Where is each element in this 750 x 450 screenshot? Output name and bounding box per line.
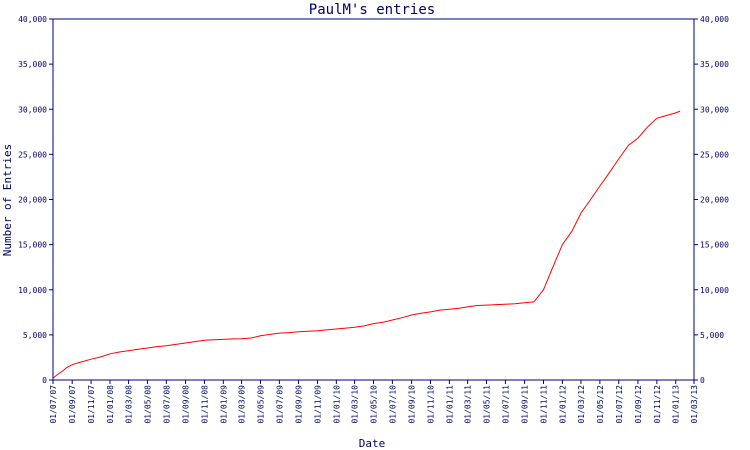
x-tick-label: 01/07/11 bbox=[501, 385, 510, 424]
y-tick-label-right: 30,000 bbox=[700, 105, 729, 114]
plot-area bbox=[52, 18, 695, 381]
x-tick-label: 01/09/08 bbox=[182, 385, 191, 424]
y-tick-label-left: 35,000 bbox=[18, 60, 47, 69]
y-tick-label-right: 20,000 bbox=[700, 196, 729, 205]
y-axis-label: Number of Entries bbox=[1, 144, 14, 257]
x-tick-label: 01/11/09 bbox=[313, 385, 322, 424]
y-tick-label-left: 5,000 bbox=[23, 331, 47, 340]
y-tick-label-left: 10,000 bbox=[18, 286, 47, 295]
x-tick-label: 01/05/10 bbox=[370, 385, 379, 424]
x-tick-label: 01/07/08 bbox=[162, 385, 171, 424]
y-tick-label-right: 5,000 bbox=[700, 331, 724, 340]
x-tick-label: 01/03/11 bbox=[464, 385, 473, 424]
x-tick-label: 01/01/10 bbox=[332, 385, 341, 424]
y-tick-label-right: 10,000 bbox=[700, 286, 729, 295]
y-tick-label-right: 25,000 bbox=[700, 150, 729, 159]
x-tick-label: 01/01/13 bbox=[672, 385, 681, 424]
y-tick-label-right: 15,000 bbox=[700, 241, 729, 250]
x-tick-label: 01/01/12 bbox=[558, 385, 567, 424]
x-tick-label: 01/09/09 bbox=[295, 385, 304, 424]
x-tick-label: 01/07/07 bbox=[49, 385, 58, 424]
x-tick-label: 01/05/08 bbox=[143, 385, 152, 424]
x-tick-label: 01/03/12 bbox=[577, 385, 586, 424]
series-line bbox=[52, 110, 681, 379]
y-tick-label-right: 40,000 bbox=[700, 15, 729, 24]
x-tick-label: 01/09/11 bbox=[521, 385, 530, 424]
y-ticks-left: 0 5,000 10,000 15,000 20,000 25,000 30,000 35,0… bbox=[18, 15, 53, 385]
x-tick-label: 01/01/08 bbox=[106, 385, 115, 424]
y-tick-label-left: 40,000 bbox=[18, 15, 47, 24]
y-tick-label-left: 25,000 bbox=[18, 150, 47, 159]
x-tick-label: 01/05/09 bbox=[256, 385, 265, 424]
x-tick-label: 01/03/10 bbox=[351, 385, 360, 424]
x-tick-label: 01/09/12 bbox=[634, 385, 643, 424]
x-tick-label: 01/01/11 bbox=[445, 385, 454, 424]
x-tick-label: 01/11/12 bbox=[653, 385, 662, 424]
x-tick-label: 01/11/10 bbox=[426, 385, 435, 424]
x-tick-label: 01/09/10 bbox=[408, 385, 417, 424]
y-tick-label-left: 20,000 bbox=[18, 196, 47, 205]
x-ticks: 01/07/07 01/09/07 01/11/07 01/01/08 01/03/08… bbox=[49, 380, 699, 424]
x-tick-label: 01/07/09 bbox=[275, 385, 284, 424]
series-line-group bbox=[52, 110, 681, 379]
x-tick-label: 01/07/12 bbox=[615, 385, 624, 424]
y-tick-label-left: 30,000 bbox=[18, 105, 47, 114]
x-tick-label: 01/03/09 bbox=[238, 385, 247, 424]
x-axis-label: Date bbox=[359, 437, 386, 450]
x-tick-label: 01/03/13 bbox=[690, 385, 699, 424]
x-tick-label: 01/11/07 bbox=[87, 385, 96, 424]
y-ticks-right: 0 5,000 10,000 15,000 20,000 25,000 30,000 35,0… bbox=[694, 15, 729, 385]
x-tick-label: 01/05/12 bbox=[596, 385, 605, 424]
x-tick-label: 01/09/07 bbox=[68, 385, 77, 424]
x-tick-label: 01/05/11 bbox=[483, 385, 492, 424]
x-tick-label: 01/11/08 bbox=[200, 385, 209, 424]
x-tick-label: 01/11/11 bbox=[540, 385, 549, 424]
y-tick-label-right: 0 bbox=[700, 376, 705, 385]
y-tick-label-right: 35,000 bbox=[700, 60, 729, 69]
x-tick-label: 01/03/08 bbox=[125, 385, 134, 424]
chart-title: PaulM's entries bbox=[309, 2, 435, 18]
x-tick-label: 01/07/10 bbox=[388, 385, 397, 424]
y-tick-label-left: 15,000 bbox=[18, 241, 47, 250]
y-tick-label-left: 0 bbox=[42, 376, 47, 385]
x-tick-label: 01/01/09 bbox=[219, 385, 228, 424]
